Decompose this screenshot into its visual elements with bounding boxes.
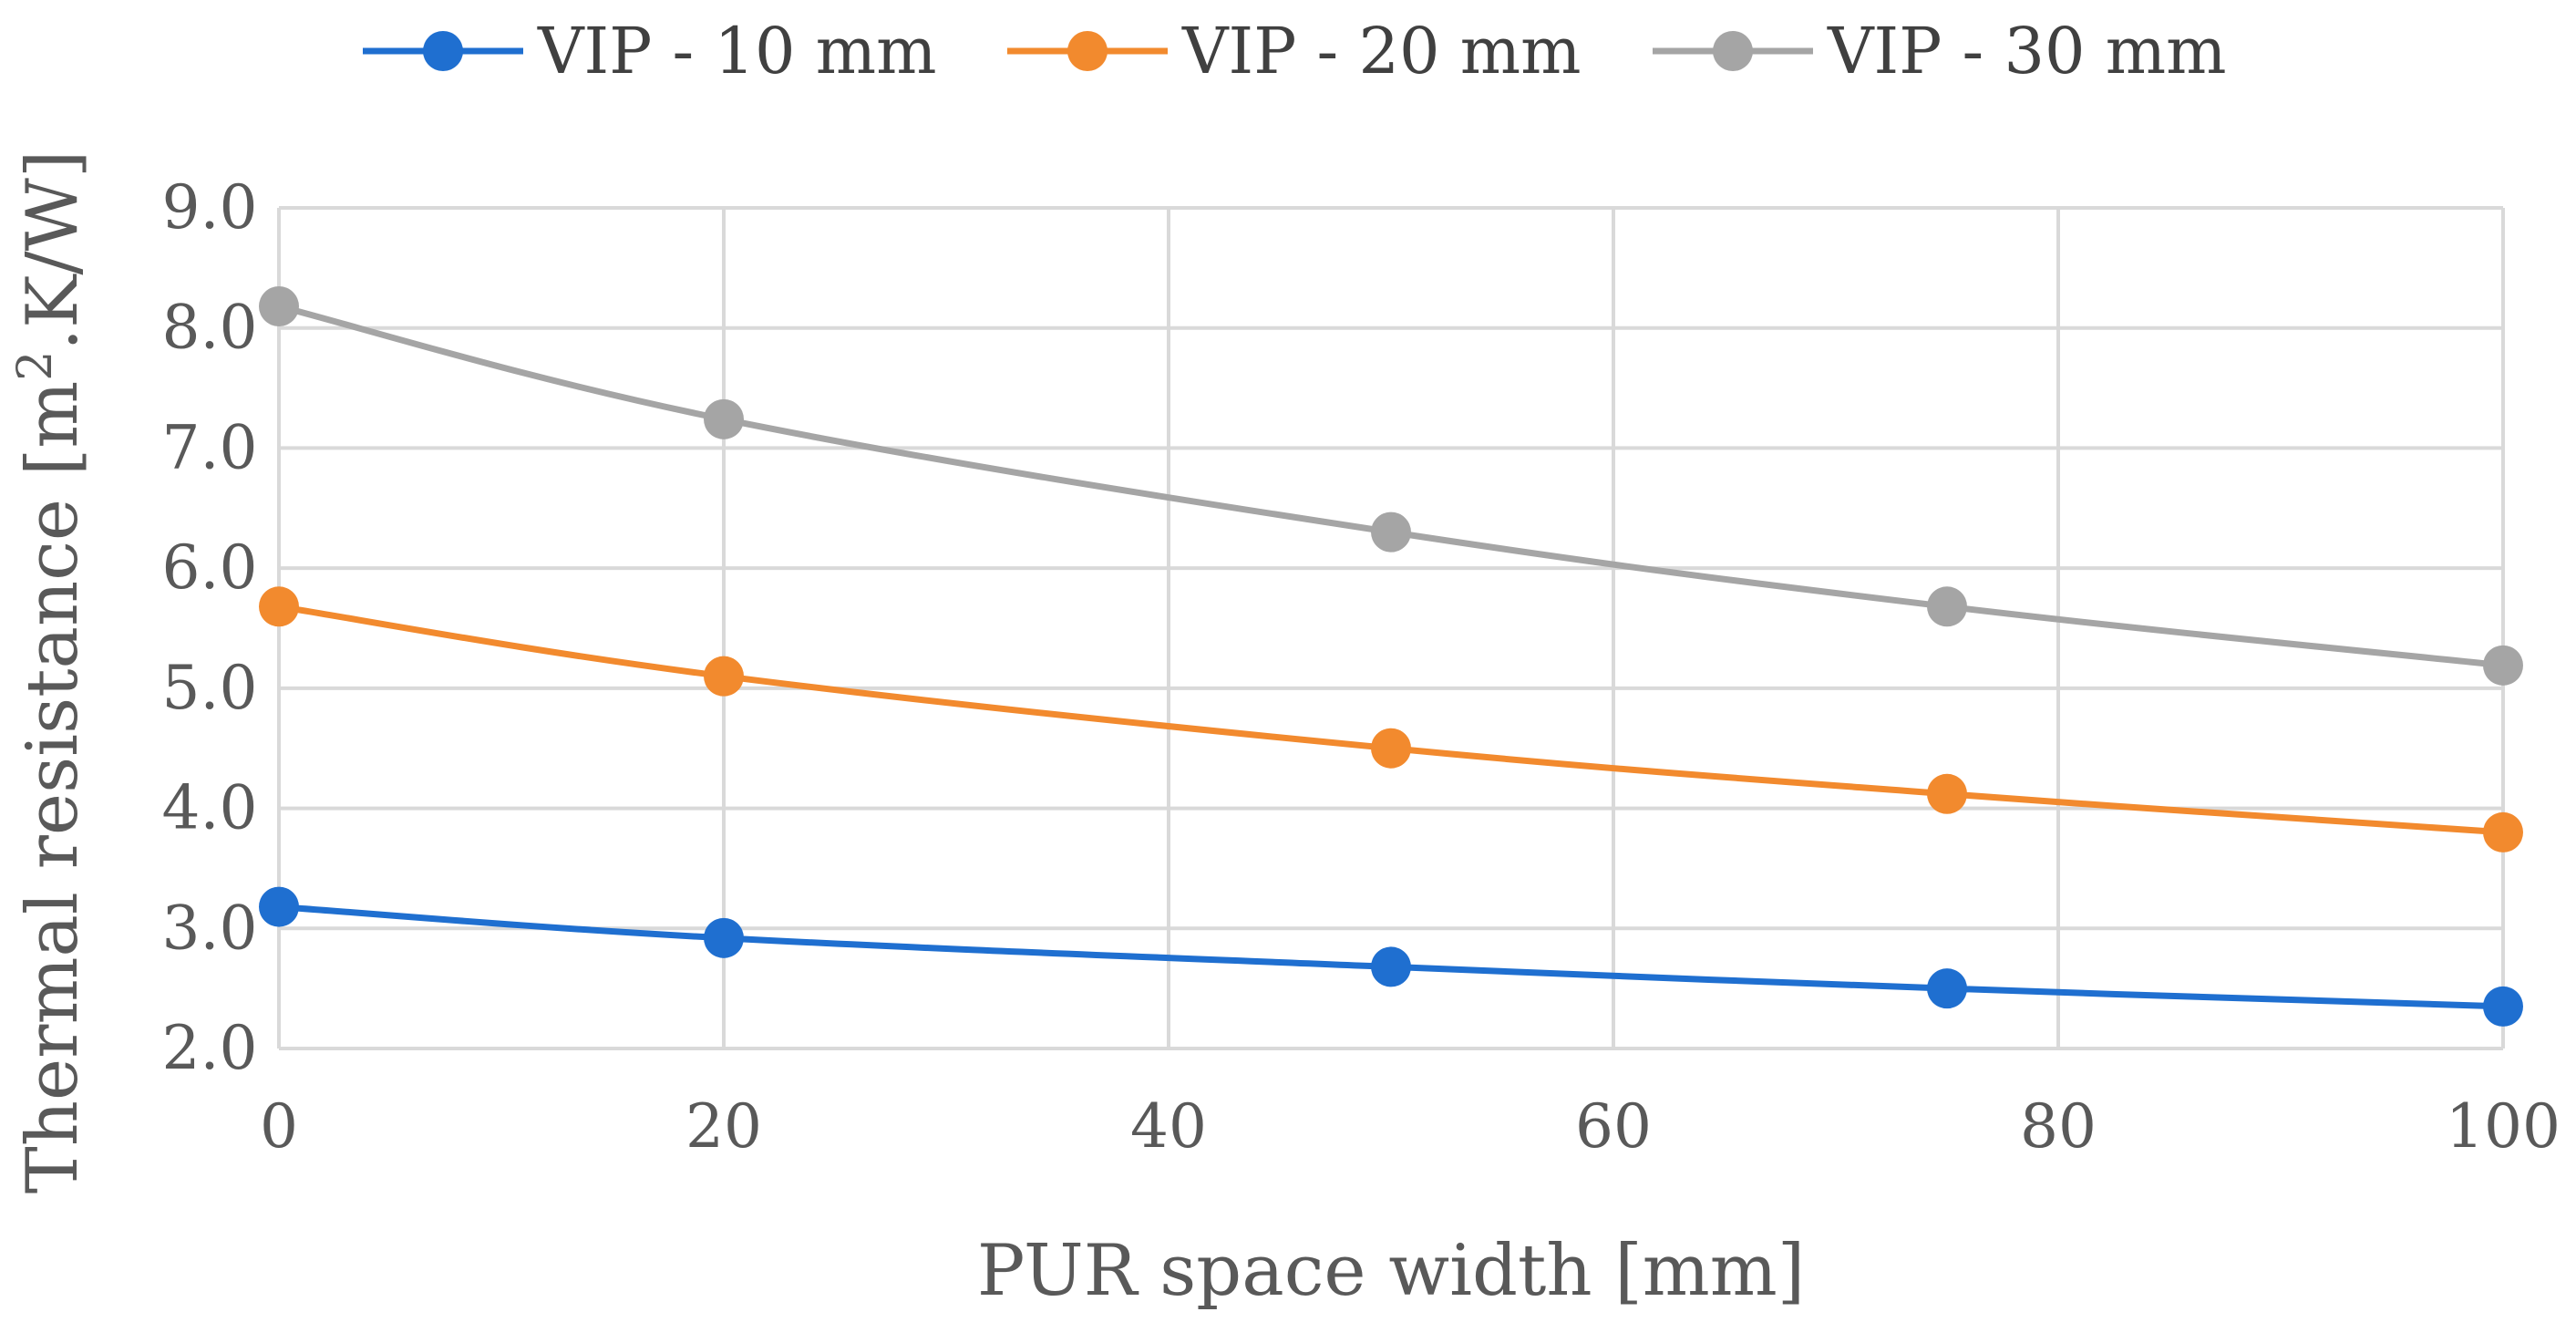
grid bbox=[277, 206, 2505, 1050]
x-tick-label: 80 bbox=[2020, 1091, 2097, 1162]
series-2 bbox=[259, 586, 2523, 852]
data-point bbox=[1371, 511, 1411, 553]
data-point bbox=[2483, 986, 2523, 1027]
data-point bbox=[1371, 946, 1411, 987]
legend-marker bbox=[423, 31, 463, 71]
axis-ticks: 2.0 3.0 4.0 5.0 6.0 7.0 8.0 9.0 0 20 40 60 80 100 bbox=[162, 172, 2561, 1162]
data-point bbox=[2483, 811, 2523, 852]
y-tick-label: 5.0 bbox=[162, 653, 258, 723]
data-point bbox=[1927, 773, 1967, 814]
legend-label: VIP - 20 mm bbox=[1181, 14, 1582, 88]
legend-label: VIP - 10 mm bbox=[537, 14, 937, 88]
y-tick-label: 6.0 bbox=[162, 532, 258, 603]
data-point bbox=[259, 886, 299, 927]
legend-item: VIP - 30 mm bbox=[1653, 14, 2227, 88]
legend-marker bbox=[1713, 31, 1753, 71]
series-1 bbox=[259, 886, 2523, 1027]
series-layer bbox=[259, 286, 2523, 1027]
y-tick-label: 4.0 bbox=[162, 773, 258, 843]
y-axis-title-tail: .K/W] bbox=[12, 150, 94, 351]
series-line bbox=[278, 603, 2504, 836]
x-tick-label: 100 bbox=[2446, 1091, 2561, 1162]
y-tick-label: 9.0 bbox=[162, 172, 258, 243]
y-axis-title-main: Thermal resistance [m bbox=[12, 381, 94, 1193]
y-axis-title-sup: 2 bbox=[8, 351, 63, 381]
legend-label: VIP - 30 mm bbox=[1827, 14, 2227, 88]
data-point bbox=[704, 398, 744, 439]
legend-item: VIP - 20 mm bbox=[1007, 14, 1582, 88]
x-tick-label: 0 bbox=[260, 1091, 298, 1162]
series-line bbox=[278, 303, 2504, 669]
data-point bbox=[704, 656, 744, 697]
y-tick-label: 8.0 bbox=[162, 293, 258, 363]
data-point bbox=[259, 286, 299, 327]
data-point bbox=[1927, 968, 1967, 1009]
legend: VIP - 10 mm VIP - 20 mm VIP - 30 mm bbox=[363, 14, 2227, 88]
series-3 bbox=[259, 286, 2523, 686]
legend-item: VIP - 10 mm bbox=[363, 14, 937, 88]
x-tick-label: 20 bbox=[685, 1091, 762, 1162]
y-axis-title: Thermal resistance [m2.K/W] bbox=[8, 150, 94, 1194]
data-point bbox=[2483, 645, 2523, 686]
data-point bbox=[1371, 728, 1411, 769]
data-point bbox=[704, 917, 744, 958]
data-point bbox=[259, 586, 299, 627]
x-tick-label: 40 bbox=[1130, 1091, 1207, 1162]
x-tick-label: 60 bbox=[1575, 1091, 1652, 1162]
x-axis-title: PUR space width [mm] bbox=[977, 1230, 1805, 1312]
y-tick-label: 7.0 bbox=[162, 412, 258, 482]
data-point bbox=[1927, 586, 1967, 627]
y-tick-label: 3.0 bbox=[162, 893, 258, 963]
y-tick-label: 2.0 bbox=[162, 1013, 258, 1083]
legend-marker bbox=[1067, 31, 1108, 71]
